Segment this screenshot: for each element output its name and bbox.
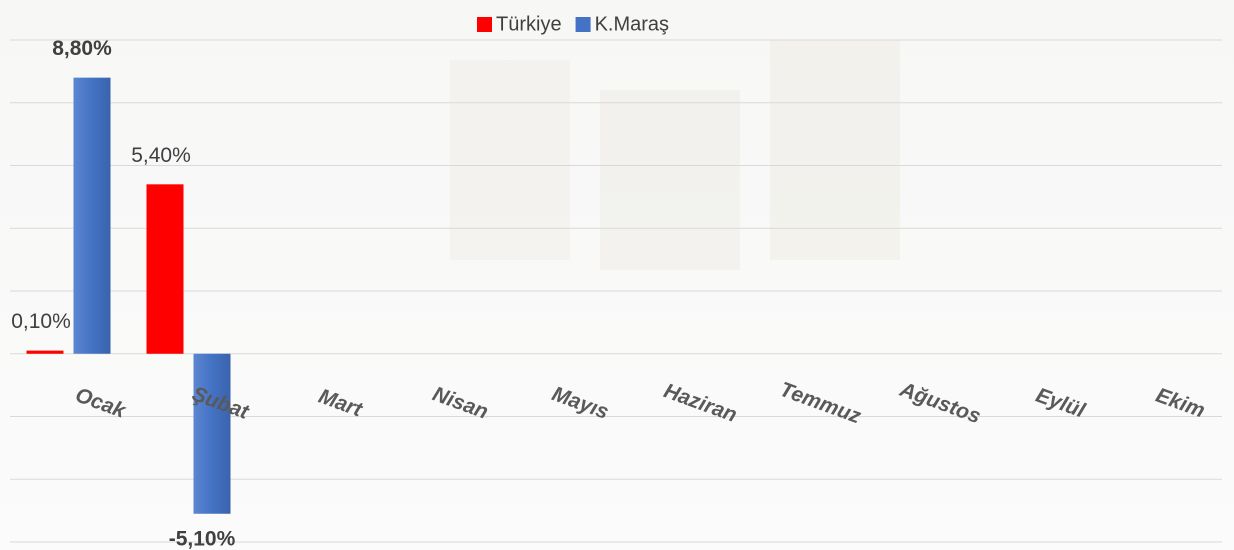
background-coins [600,90,740,270]
chart: TürkiyeK.MaraşOcak0,10%8,80%Şubat5,40%-5… [0,0,1234,550]
background [0,0,1234,550]
page: {"chart_data": {"type": "bar", "categori… [0,0,1234,550]
background-coins [770,40,900,260]
data-label: 0,10% [11,310,71,333]
data-label: -5,10% [169,527,236,550]
bar [194,354,231,514]
background-coins [450,60,570,260]
legend-swatch [576,17,591,32]
bar [27,351,64,354]
legend-swatch [477,17,492,32]
legend-label: K.Maraş [595,13,669,35]
bar [147,184,184,353]
data-label: 8,80% [52,37,112,60]
legend-label: Türkiye [496,13,562,35]
data-label: 5,40% [131,144,191,167]
bar [74,78,111,354]
